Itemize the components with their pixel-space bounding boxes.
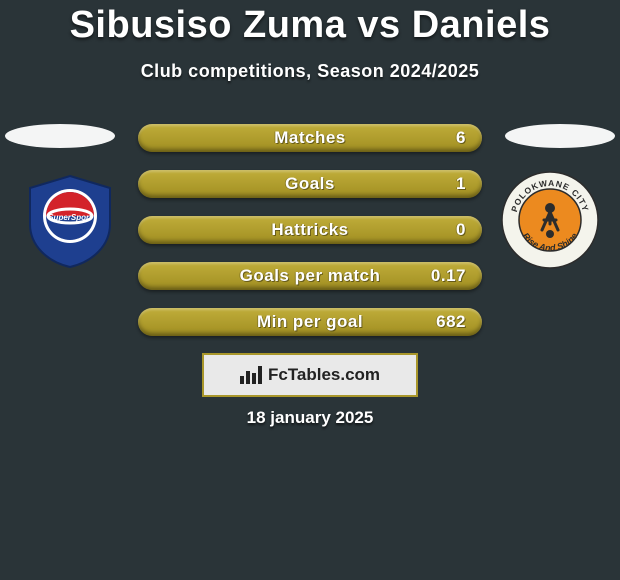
stat-label: Matches bbox=[138, 124, 482, 152]
left-player-ellipse bbox=[5, 124, 115, 148]
stat-bar-goals: Goals 1 bbox=[138, 170, 482, 198]
stat-label: Goals bbox=[138, 170, 482, 198]
polokwane-city-badge: POLOKWANE CITY Rise And Shine bbox=[500, 170, 600, 270]
stat-bar-goals-per-match: Goals per match 0.17 bbox=[138, 262, 482, 290]
stat-value: 1 bbox=[456, 170, 466, 198]
stat-label: Min per goal bbox=[138, 308, 482, 336]
stat-bars: Matches 6 Goals 1 Hattricks 0 Goals per … bbox=[138, 124, 482, 354]
stat-value: 0.17 bbox=[431, 262, 466, 290]
subtitle: Club competitions, Season 2024/2025 bbox=[0, 61, 620, 82]
stat-bar-hattricks: Hattricks 0 bbox=[138, 216, 482, 244]
date-line: 18 january 2025 bbox=[0, 408, 620, 428]
stat-bar-min-per-goal: Min per goal 682 bbox=[138, 308, 482, 336]
stat-value: 6 bbox=[456, 124, 466, 152]
fctables-brand: FcTables.com bbox=[202, 353, 418, 397]
svg-text:SuperSport: SuperSport bbox=[48, 213, 92, 222]
stat-value: 682 bbox=[436, 308, 466, 336]
right-player-ellipse bbox=[505, 124, 615, 148]
bar-chart-icon bbox=[240, 366, 262, 384]
stat-value: 0 bbox=[456, 216, 466, 244]
supersport-united-badge: SuperSport bbox=[20, 170, 120, 270]
stat-bar-matches: Matches 6 bbox=[138, 124, 482, 152]
stat-label: Hattricks bbox=[138, 216, 482, 244]
brand-text: FcTables.com bbox=[268, 365, 380, 385]
page-title: Sibusiso Zuma vs Daniels bbox=[0, 0, 620, 47]
